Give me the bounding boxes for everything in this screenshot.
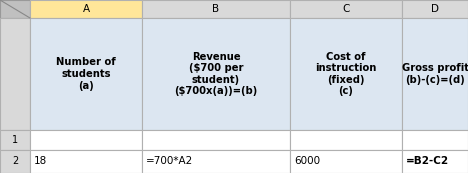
Bar [142,130,290,150]
Bar [0,130,30,150]
Text: A: A [82,4,89,14]
Bar [142,150,290,173]
Bar [30,130,142,150]
Text: 18: 18 [34,157,47,166]
Bar [142,0,290,18]
Bar [0,150,30,173]
Bar [402,18,468,130]
Text: B: B [212,4,219,14]
Bar [402,0,468,18]
Text: 2: 2 [12,157,18,166]
Text: D: D [431,4,439,14]
Text: Gross profit
(b)-(c)=(d): Gross profit (b)-(c)=(d) [402,63,468,85]
Bar [290,130,402,150]
Bar [30,150,142,173]
Text: 1: 1 [12,135,18,145]
Text: =B2-C2: =B2-C2 [406,157,449,166]
Bar [142,18,290,130]
Bar [290,18,402,130]
Text: Cost of
instruction
(fixed)
(c): Cost of instruction (fixed) (c) [315,52,377,96]
Text: C: C [342,4,350,14]
Bar [290,150,402,173]
Bar [402,130,468,150]
Bar [0,18,30,130]
Bar [0,0,30,18]
Text: Revenue
($700 per
student)
($700x(a))=(b): Revenue ($700 per student) ($700x(a))=(b… [175,52,257,96]
Text: 6000: 6000 [294,157,320,166]
Text: Number of
students
(a): Number of students (a) [56,57,116,91]
Bar [290,0,402,18]
Bar [402,150,468,173]
Text: =700*A2: =700*A2 [146,157,193,166]
Bar [30,0,142,18]
Bar [30,18,142,130]
